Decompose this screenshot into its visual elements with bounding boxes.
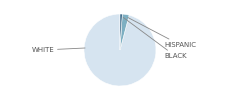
Text: BLACK: BLACK — [123, 18, 187, 59]
Wedge shape — [84, 14, 156, 86]
Text: HISPANIC: HISPANIC — [128, 18, 196, 48]
Text: WHITE: WHITE — [32, 47, 85, 53]
Wedge shape — [120, 14, 129, 50]
Wedge shape — [120, 14, 122, 50]
